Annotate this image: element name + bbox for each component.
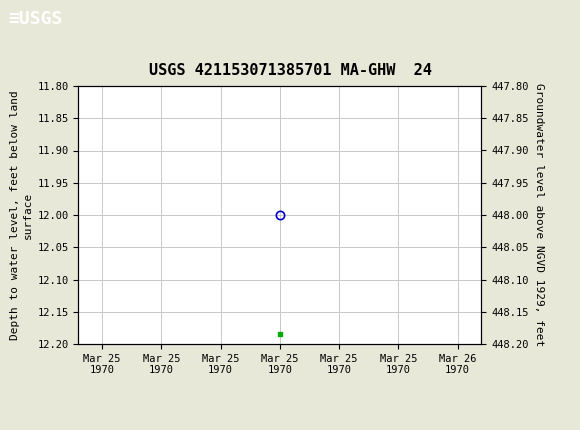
Y-axis label: Groundwater level above NGVD 1929, feet: Groundwater level above NGVD 1929, feet: [534, 83, 544, 347]
Text: USGS 421153071385701 MA-GHW  24: USGS 421153071385701 MA-GHW 24: [148, 64, 432, 78]
Text: ≡USGS: ≡USGS: [9, 10, 63, 28]
Y-axis label: Depth to water level, feet below land
surface: Depth to water level, feet below land su…: [10, 90, 33, 340]
